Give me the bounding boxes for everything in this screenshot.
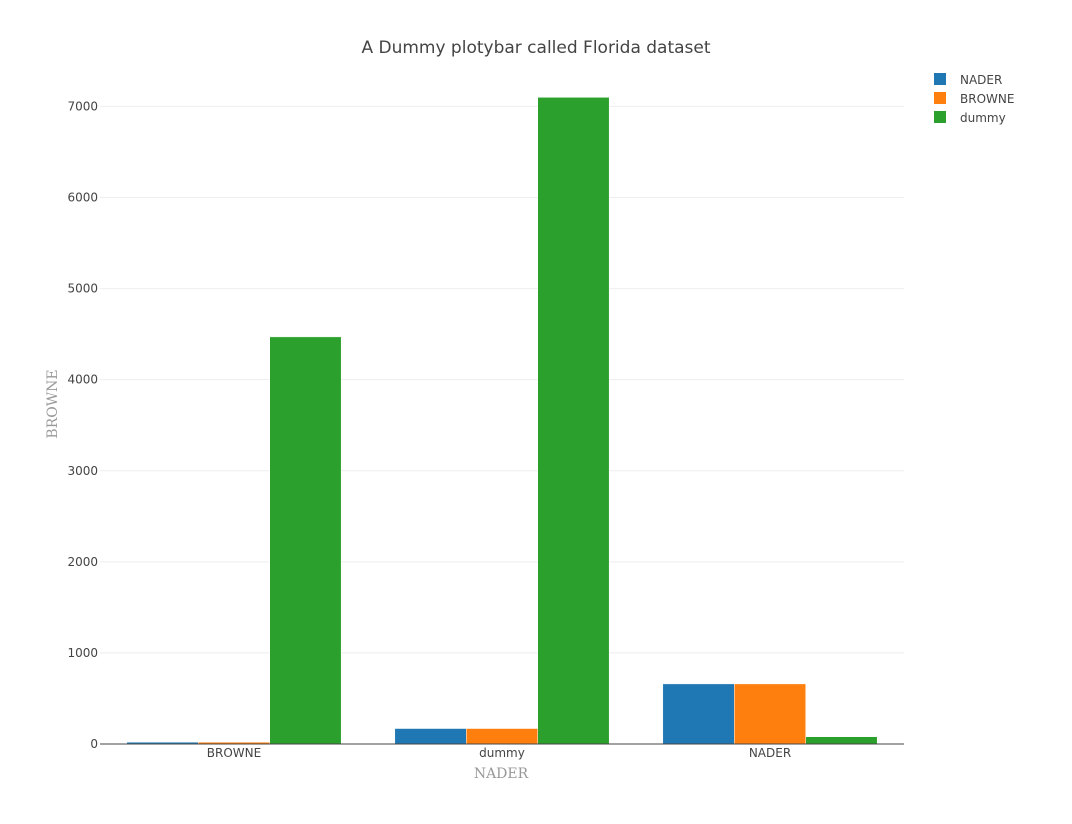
x-axis-title: NADER [474,766,529,782]
bar-dummy-nader [805,736,878,745]
legend-label-nader: NADER [960,73,1002,87]
legend-label-browne: BROWNE [960,92,1014,106]
y-tick-label: 7000 [67,99,98,113]
bar-dummy-dummy [537,97,610,745]
legend-swatch-nader [934,73,946,85]
y-tick-label: 6000 [67,191,98,205]
bar-nader-dummy [394,728,467,745]
x-axis-ticks: BROWNE dummy NADER [207,746,791,760]
y-tick-label: 1000 [67,646,98,660]
y-tick-label: 2000 [67,555,98,569]
bars [126,97,878,745]
legend: NADER BROWNE dummy [934,73,1014,125]
bar-browne-dummy [466,728,538,745]
bar-browne-nader [734,683,806,745]
y-tick-label: 3000 [67,464,98,478]
gridlines [100,105,904,654]
bar-nader-nader [662,683,735,745]
bar-dummy-browne [269,336,342,745]
legend-swatch-dummy [934,111,946,123]
y-tick-label: 0 [90,737,98,751]
y-axis-ticks: 0 1000 2000 3000 4000 5000 6000 7000 [67,99,98,751]
x-tick-label: NADER [749,746,791,760]
x-tick-label: dummy [479,746,525,760]
legend-label-dummy: dummy [960,111,1006,125]
legend-swatch-browne [934,92,946,104]
chart-title: A Dummy plotybar called Florida dataset [361,38,710,58]
y-tick-label: 4000 [67,373,98,387]
y-axis-title: BROWNE [45,369,61,438]
x-tick-label: BROWNE [207,746,261,760]
y-tick-label: 5000 [67,282,98,296]
